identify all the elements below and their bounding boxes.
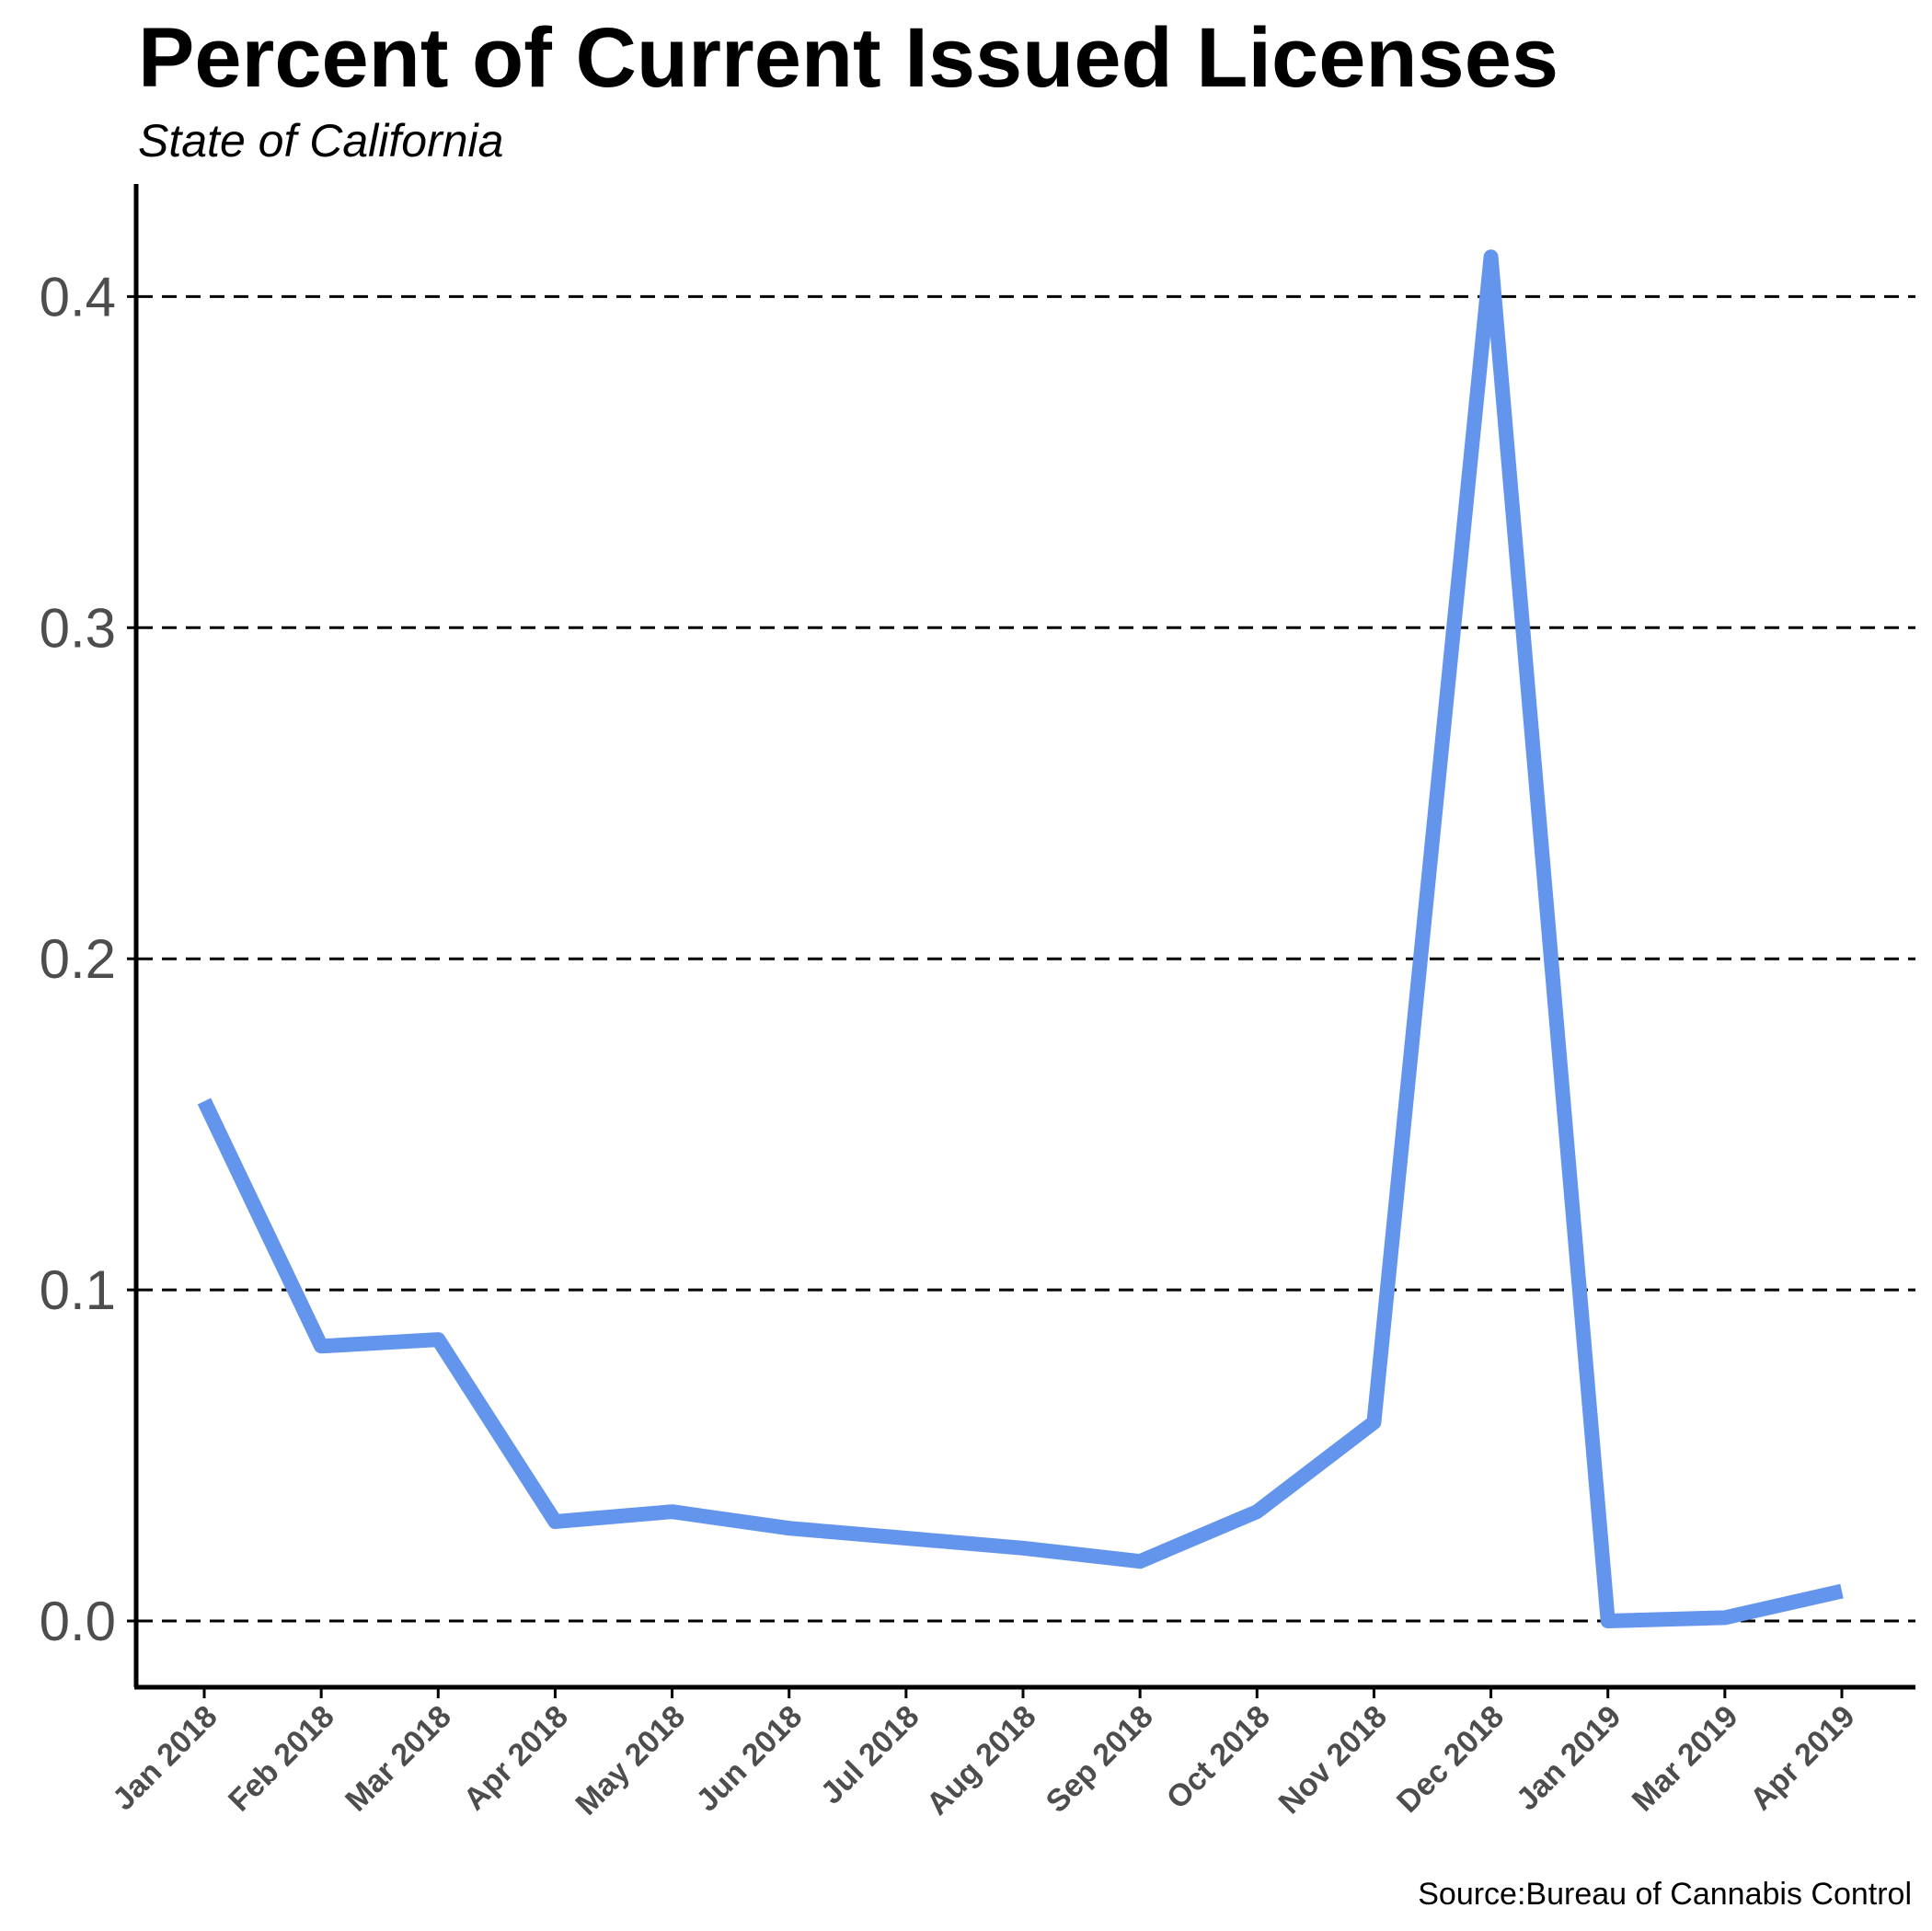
x-tick-label: Mar 2018 <box>339 1699 458 1819</box>
source-caption: Source:Bureau of Cannabis Control <box>1418 1877 1912 1912</box>
x-tick-label: Sep 2018 <box>1040 1699 1160 1820</box>
x-tick-label: Nov 2018 <box>1272 1699 1394 1821</box>
x-tick-label: Aug 2018 <box>920 1699 1043 1822</box>
x-tick-label: Oct 2018 <box>1160 1699 1277 1816</box>
x-tick-label: Feb 2018 <box>222 1699 341 1819</box>
chart-title: Percent of Current Issued Licenses <box>138 11 1558 105</box>
series-line <box>197 249 1844 1628</box>
x-tick-label: Jun 2018 <box>690 1699 810 1819</box>
series-lines <box>197 249 1844 1628</box>
x-tick-label: Dec 2018 <box>1390 1699 1511 1820</box>
y-tick-label: 0.2 <box>40 928 116 990</box>
chart-subtitle: State of California <box>138 115 503 167</box>
y-tick-label: 0.1 <box>40 1259 116 1321</box>
x-tick-label: Jul 2018 <box>814 1699 926 1811</box>
x-tick-label: Apr 2019 <box>1743 1699 1861 1817</box>
x-tick-label: Mar 2019 <box>1626 1699 1745 1819</box>
x-tick-label: Jan 2018 <box>106 1699 224 1817</box>
x-tick-label: May 2018 <box>569 1699 692 1822</box>
x-tick-label: Jan 2019 <box>1510 1699 1627 1817</box>
y-axis-ticks: 0.0 0.1 0.2 0.3 0.4 <box>40 266 136 1652</box>
x-tick-label: Apr 2018 <box>457 1699 575 1817</box>
y-tick-label: 0.0 <box>40 1591 116 1652</box>
gridlines <box>138 294 1915 1623</box>
y-tick-label: 0.3 <box>40 597 116 659</box>
y-tick-label: 0.4 <box>40 266 116 328</box>
